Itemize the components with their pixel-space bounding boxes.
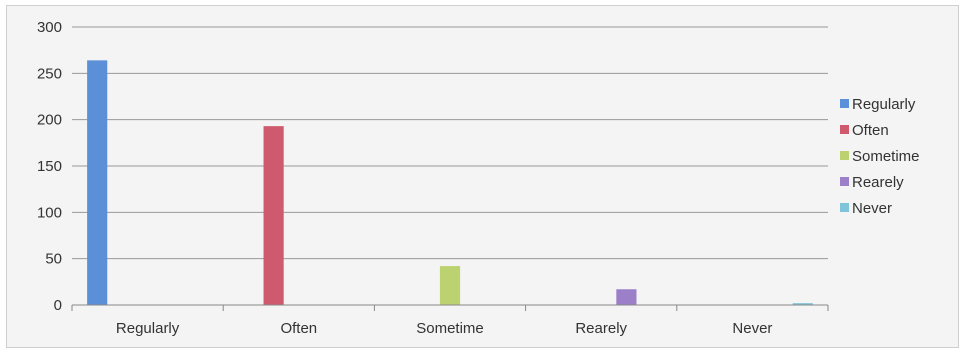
legend-label-rearely: Rearely xyxy=(852,174,904,191)
legend-swatch-sometime xyxy=(840,151,849,160)
legend-swatch-often xyxy=(840,125,849,134)
legend-swatch-regularly xyxy=(840,99,849,108)
y-tick-label-300: 300 xyxy=(37,19,62,36)
y-tick-label-50: 50 xyxy=(45,251,62,268)
gridlines xyxy=(72,26,828,260)
bar-sometime xyxy=(439,266,461,305)
legend-label-regularly: Regularly xyxy=(852,96,916,113)
x-tick-label-often: Often xyxy=(280,320,317,337)
y-tick-label-0: 0 xyxy=(54,297,62,314)
legend: Regularly Often Sometime Rearely Never xyxy=(840,96,920,217)
bar-chart: 0 50 100 150 200 250 300 Regularly Often Sometim… xyxy=(37,19,920,337)
legend-label-never: Never xyxy=(852,200,892,217)
legend-label-often: Often xyxy=(852,122,889,139)
bar-regularly xyxy=(87,60,108,305)
legend-swatch-rearely xyxy=(840,177,849,186)
bar-rearely xyxy=(616,289,637,305)
x-tick-label-rearely: Rearely xyxy=(575,320,627,337)
x-axis xyxy=(71,304,829,311)
y-tick-label-150: 150 xyxy=(37,158,62,175)
y-axis-ticks: 0 50 100 150 200 250 300 xyxy=(37,19,62,314)
x-tick-label-sometime: Sometime xyxy=(416,320,484,337)
bars xyxy=(87,60,813,305)
bar-never xyxy=(792,303,813,305)
chart-frame: 0 50 100 150 200 250 300 Regularly Often Sometim… xyxy=(6,5,959,348)
y-tick-label-200: 200 xyxy=(37,112,62,129)
y-tick-label-100: 100 xyxy=(37,204,62,221)
legend-swatch-never xyxy=(840,203,849,212)
legend-label-sometime: Sometime xyxy=(852,148,920,165)
bar-often xyxy=(263,126,284,305)
x-tick-label-never: Never xyxy=(732,320,772,337)
y-tick-label-250: 250 xyxy=(37,65,62,82)
x-tick-label-regularly: Regularly xyxy=(116,320,180,337)
x-axis-labels: Regularly Often Sometime Rearely Never xyxy=(116,320,772,337)
